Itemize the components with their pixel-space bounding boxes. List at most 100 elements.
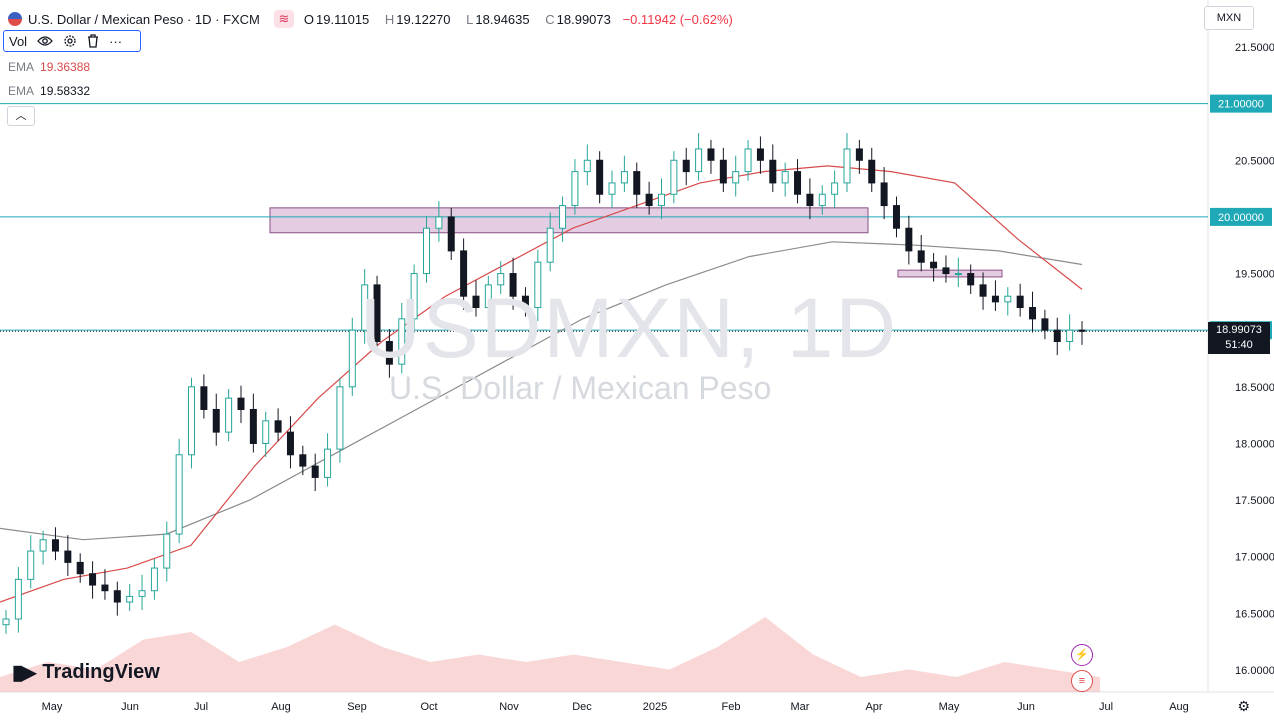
ema2-label: EMA	[8, 84, 35, 98]
candle-body	[175, 454, 183, 535]
candle-body	[794, 171, 802, 195]
symbol-title[interactable]: U.S. Dollar / Mexican Peso · 1D · FXCM	[28, 11, 260, 27]
candle-body	[707, 148, 715, 161]
candle-body	[435, 216, 443, 229]
price-tick-label: 18.50000	[1235, 382, 1274, 394]
candle-body	[27, 550, 35, 580]
candle-body	[64, 550, 72, 563]
support-resistance-zone[interactable]	[897, 269, 1003, 278]
candle-body	[1029, 307, 1037, 320]
time-tick-label: Aug	[271, 701, 291, 713]
events-icon[interactable]: ≡	[1071, 670, 1093, 692]
price-tick-label: 17.50000	[1235, 495, 1274, 507]
candle-body	[101, 584, 109, 592]
candle-body	[1053, 329, 1061, 343]
candle-body	[695, 148, 703, 173]
ema50-line	[0, 165, 1083, 603]
candle-body	[373, 284, 381, 343]
tradingview-text: TradingView	[42, 661, 160, 683]
time-tick-label: Jun	[121, 701, 139, 713]
eye-icon[interactable]	[37, 35, 53, 47]
candle-body	[348, 329, 356, 388]
close-value: 18.99073	[556, 11, 611, 27]
low-label: L	[466, 11, 474, 27]
ohlc-values: O 19.11015 H 19.12270 L 18.94635 C 18.99073 …	[304, 12, 735, 27]
support-resistance-zone[interactable]	[269, 207, 869, 234]
candle-body	[460, 250, 468, 297]
candle-body	[744, 148, 752, 173]
watermark-symbol: USDMXN, 1D	[360, 281, 899, 375]
candle-body	[596, 159, 604, 195]
gear-icon[interactable]: ⚙	[1237, 698, 1250, 714]
candle-body	[608, 182, 616, 195]
candle-body	[385, 341, 393, 365]
candle-body	[324, 448, 332, 478]
time-tick-label: Apr	[865, 701, 882, 713]
horizontal-line-label-bg	[1210, 207, 1272, 226]
time-tick-label: Jun	[1017, 701, 1035, 713]
ema-legend-2[interactable]: EMA 19.58332	[8, 84, 90, 98]
time-tick-label: Feb	[722, 701, 741, 713]
candle-body	[942, 267, 950, 275]
time-tick-label: Jul	[1099, 701, 1113, 713]
price-tick-label: 21.50000	[1235, 42, 1274, 54]
time-tick-label: Aug	[1169, 701, 1189, 713]
candle-body	[880, 182, 888, 207]
collapse-legend-button[interactable]: ︿	[7, 106, 35, 126]
candle-body	[225, 397, 233, 433]
candle-body	[163, 533, 171, 569]
candle-body	[509, 273, 517, 297]
candle-body	[917, 250, 925, 263]
candle-body	[361, 284, 369, 331]
volume-label: Vol	[9, 33, 28, 49]
volume-area	[0, 617, 1100, 692]
time-tick-label: 2025	[643, 701, 667, 713]
candle-body	[571, 171, 579, 207]
alert-icon[interactable]: ⚡	[1071, 644, 1093, 666]
candle-body	[657, 193, 665, 207]
time-tick-label: May	[939, 701, 960, 713]
candle-body	[954, 273, 962, 276]
candle-body	[336, 386, 344, 450]
candle-body	[546, 227, 554, 263]
candle-body	[769, 159, 777, 184]
current-price-value: 18.99073	[1216, 324, 1262, 336]
wave-icon[interactable]: ≋	[273, 10, 294, 28]
ema1-label: EMA	[8, 60, 35, 74]
tradingview-logo[interactable]: ▮▶ TradingView	[12, 660, 160, 685]
time-tick-label: Nov	[499, 701, 519, 713]
candle-body	[200, 386, 208, 410]
candle-body	[311, 465, 319, 478]
horizontal-line-label: 20.00000	[1218, 212, 1264, 224]
candle-body	[76, 561, 84, 575]
candle-body	[930, 261, 938, 269]
low-value: 18.94635	[475, 11, 530, 27]
trash-icon[interactable]	[87, 34, 99, 48]
candle-body	[781, 171, 789, 184]
horizontal-line-label: 21.00000	[1218, 99, 1264, 111]
currency-button[interactable]: MXN	[1204, 6, 1254, 30]
settings-icon[interactable]	[63, 34, 77, 48]
candle-body	[633, 171, 641, 195]
candle-body	[521, 295, 529, 309]
candle-body	[1078, 329, 1086, 332]
candle-body	[113, 590, 121, 603]
candle-body	[979, 284, 987, 297]
candle-body	[286, 431, 294, 456]
candle-body	[818, 193, 826, 207]
candle-body	[150, 567, 158, 592]
candle-body	[719, 159, 727, 184]
candle-body	[262, 420, 270, 444]
candle-body	[1066, 329, 1074, 343]
volume-legend[interactable]: Vol ···	[3, 30, 141, 52]
candle-body	[645, 193, 653, 207]
ema-legend-1[interactable]: EMA 19.36388	[8, 60, 90, 74]
candle-body	[410, 273, 418, 320]
candle-body	[299, 454, 307, 467]
price-tick-label: 20.50000	[1235, 155, 1274, 167]
high-label: H	[384, 11, 395, 27]
more-icon[interactable]: ···	[109, 33, 123, 49]
candle-body	[138, 590, 146, 597]
candle-body	[583, 159, 591, 173]
